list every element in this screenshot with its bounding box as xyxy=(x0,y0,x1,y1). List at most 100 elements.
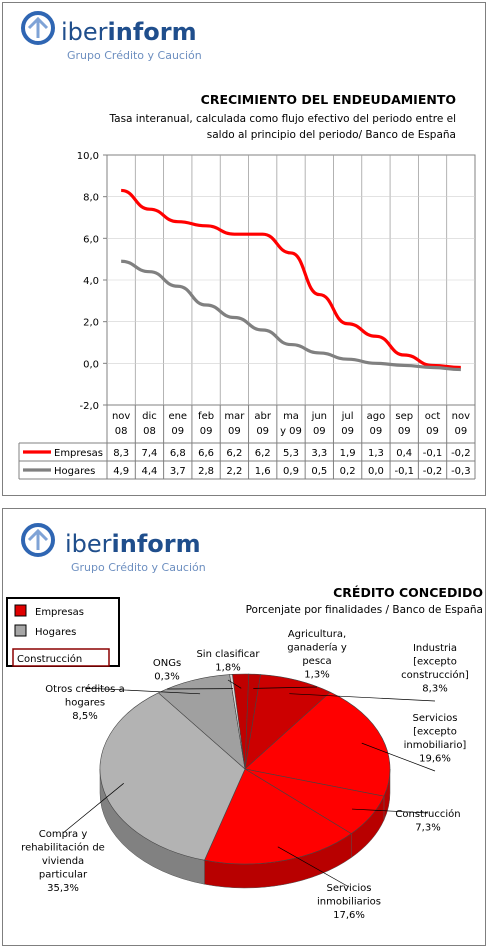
y-axis-ticks: 10,0 8,0 6,0 4,0 2,0 0,0 -2,0 xyxy=(77,151,107,412)
logo-prefix: iber xyxy=(65,530,112,558)
x-category-label: ma xyxy=(283,411,299,422)
pie-slice-label: 17,6% xyxy=(333,910,365,921)
pie-leader-line xyxy=(84,687,201,695)
debt-growth-panel: iberinform Grupo Crédito y Caución CRECI… xyxy=(2,2,486,496)
pie-slice-label: 35,3% xyxy=(47,883,79,894)
pie-slice-label: ONGs xyxy=(153,658,181,669)
y-tick-label: 0,0 xyxy=(83,359,99,370)
pie-leader-line xyxy=(253,686,318,689)
pie-slice-label: Sin clasificar xyxy=(196,649,260,660)
legend-key-empresas xyxy=(14,604,27,617)
data-cell-empresas: 1,9 xyxy=(340,448,356,459)
x-category-label: mar xyxy=(224,411,245,422)
pie-leader-line xyxy=(361,742,436,772)
credit-svg: iberinform Grupo Crédito y Caución CRÉDI… xyxy=(6,523,483,921)
pie-subtitle: Porcenjate por finalidades / Banco de Es… xyxy=(246,604,483,616)
data-cell-hogares: 2,2 xyxy=(226,466,242,477)
x-category-label: 09 xyxy=(454,426,467,437)
y-tick-label: -2,0 xyxy=(79,401,99,412)
pie-slice xyxy=(204,768,352,865)
data-cell-empresas: 8,3 xyxy=(113,448,129,459)
logo-tagline: Grupo Crédito y Caución xyxy=(67,49,202,62)
iberinform-logo-icon xyxy=(21,11,55,45)
data-cell-hogares: 3,7 xyxy=(170,466,186,477)
pie-title: CRÉDITO CONCEDIDO xyxy=(333,585,483,600)
legend-label-hogares: Hogares xyxy=(35,627,76,638)
data-cell-empresas: 5,3 xyxy=(283,448,299,459)
pie-slice-label: Industria xyxy=(413,643,457,654)
pie-slice xyxy=(229,674,246,770)
pie-slice-label: pesca xyxy=(302,656,331,667)
data-cell-empresas: 6,2 xyxy=(255,448,271,459)
pie-slice-label: Compra y xyxy=(39,829,88,840)
chart-title: CRECIMIENTO DEL ENDEUDAMIENTO xyxy=(201,92,456,107)
pie-slice-label: inmobiliario] xyxy=(404,740,467,751)
data-cell-empresas: 0,4 xyxy=(396,448,412,459)
x-category-label: jun xyxy=(311,411,327,422)
data-cell-hogares: -0,3 xyxy=(451,466,471,477)
x-category-label: 09 xyxy=(370,426,383,437)
data-cell-empresas: 7,4 xyxy=(142,448,158,459)
logo-prefix: iber xyxy=(61,18,108,46)
debt-growth-svg: iberinform Grupo Crédito y Caución CRECI… xyxy=(18,11,476,480)
x-category-label: 09 xyxy=(228,426,241,437)
legend-label-construcción: Construcción xyxy=(17,653,82,665)
x-category-label: sep xyxy=(395,411,413,422)
credit-panel: iberinform Grupo Crédito y Caución CRÉDI… xyxy=(2,508,486,946)
pie-slice xyxy=(99,692,246,861)
x-category-label: 09 xyxy=(341,426,354,437)
x-category-label: 08 xyxy=(143,426,156,437)
data-cell-hogares: 4,4 xyxy=(142,466,158,477)
x-category-label: dic xyxy=(142,411,157,422)
data-cell-empresas: 3,3 xyxy=(311,448,327,459)
pie-slice-label: 19,6% xyxy=(419,754,451,765)
pie-leader-line xyxy=(277,846,350,888)
pie-slice-label: ganadería y xyxy=(287,642,347,654)
pie-slice-label: Agricultura, xyxy=(288,629,346,640)
legend-label-empresas: Empresas xyxy=(35,607,84,618)
plot-grid xyxy=(106,154,476,406)
y-tick-label: 8,0 xyxy=(83,193,99,204)
pie-labels: Sin clasificar 1,8% Agricultura, ganadería … xyxy=(21,629,469,921)
pie-slice-label: rehabilitación de xyxy=(21,842,105,854)
x-category-label: feb xyxy=(198,411,214,422)
pie-slice-label: Construcción xyxy=(395,808,460,820)
x-category-label: ago xyxy=(367,411,386,422)
pie-slice-label: Servicios xyxy=(327,883,372,894)
logo-suffix: inform xyxy=(112,530,201,558)
pie-slice-label: Otros créditos a xyxy=(45,683,124,695)
chart-subtitle-line-1: Tasa interanual, calculada como flujo ef… xyxy=(108,113,456,125)
logo-wordmark: iberinform xyxy=(61,18,197,46)
x-category-label: nov xyxy=(112,411,130,422)
x-category-label: nov xyxy=(452,411,470,422)
pie-slice-label: Servicios xyxy=(413,713,458,724)
legend-key-construcción xyxy=(12,648,110,667)
data-cell-hogares: 0,9 xyxy=(283,466,299,477)
pie-slice xyxy=(244,691,391,797)
data-cell-hogares: 4,9 xyxy=(113,466,129,477)
pie-legend: Empresas Hogares Construcción xyxy=(6,597,120,667)
series-line-hogares xyxy=(121,259,461,372)
logo-suffix: inform xyxy=(108,18,197,46)
x-category-label: y 09 xyxy=(280,426,302,437)
data-cell-hogares: 0,2 xyxy=(340,466,356,477)
series-lines xyxy=(120,188,461,372)
data-cell-empresas: 1,3 xyxy=(368,448,384,459)
data-cell-hogares: 2,8 xyxy=(198,466,214,477)
legend-label-hogares: Hogares xyxy=(54,466,95,477)
pie-leader-line xyxy=(289,693,436,702)
data-cell-empresas: 6,2 xyxy=(226,448,242,459)
x-category-label: 08 xyxy=(115,426,128,437)
chart-subtitle-line-2: saldo al principio del periodo/ Banco de… xyxy=(207,129,456,141)
y-tick-label: 6,0 xyxy=(83,234,99,245)
data-cell-empresas: 6,8 xyxy=(170,448,186,459)
data-cell-empresas: 6,6 xyxy=(198,448,214,459)
pie-slice-label: 1,3% xyxy=(304,670,329,681)
pie-slice-label: 8,5% xyxy=(72,711,97,722)
legend-label-empresas: Empresas xyxy=(54,448,103,459)
y-tick-label: 2,0 xyxy=(83,318,99,329)
x-category-label: jul xyxy=(341,411,354,422)
x-category-label: 09 xyxy=(171,426,184,437)
pie-slice-label: vivienda xyxy=(42,856,84,867)
iberinform-logo-icon xyxy=(21,523,55,557)
